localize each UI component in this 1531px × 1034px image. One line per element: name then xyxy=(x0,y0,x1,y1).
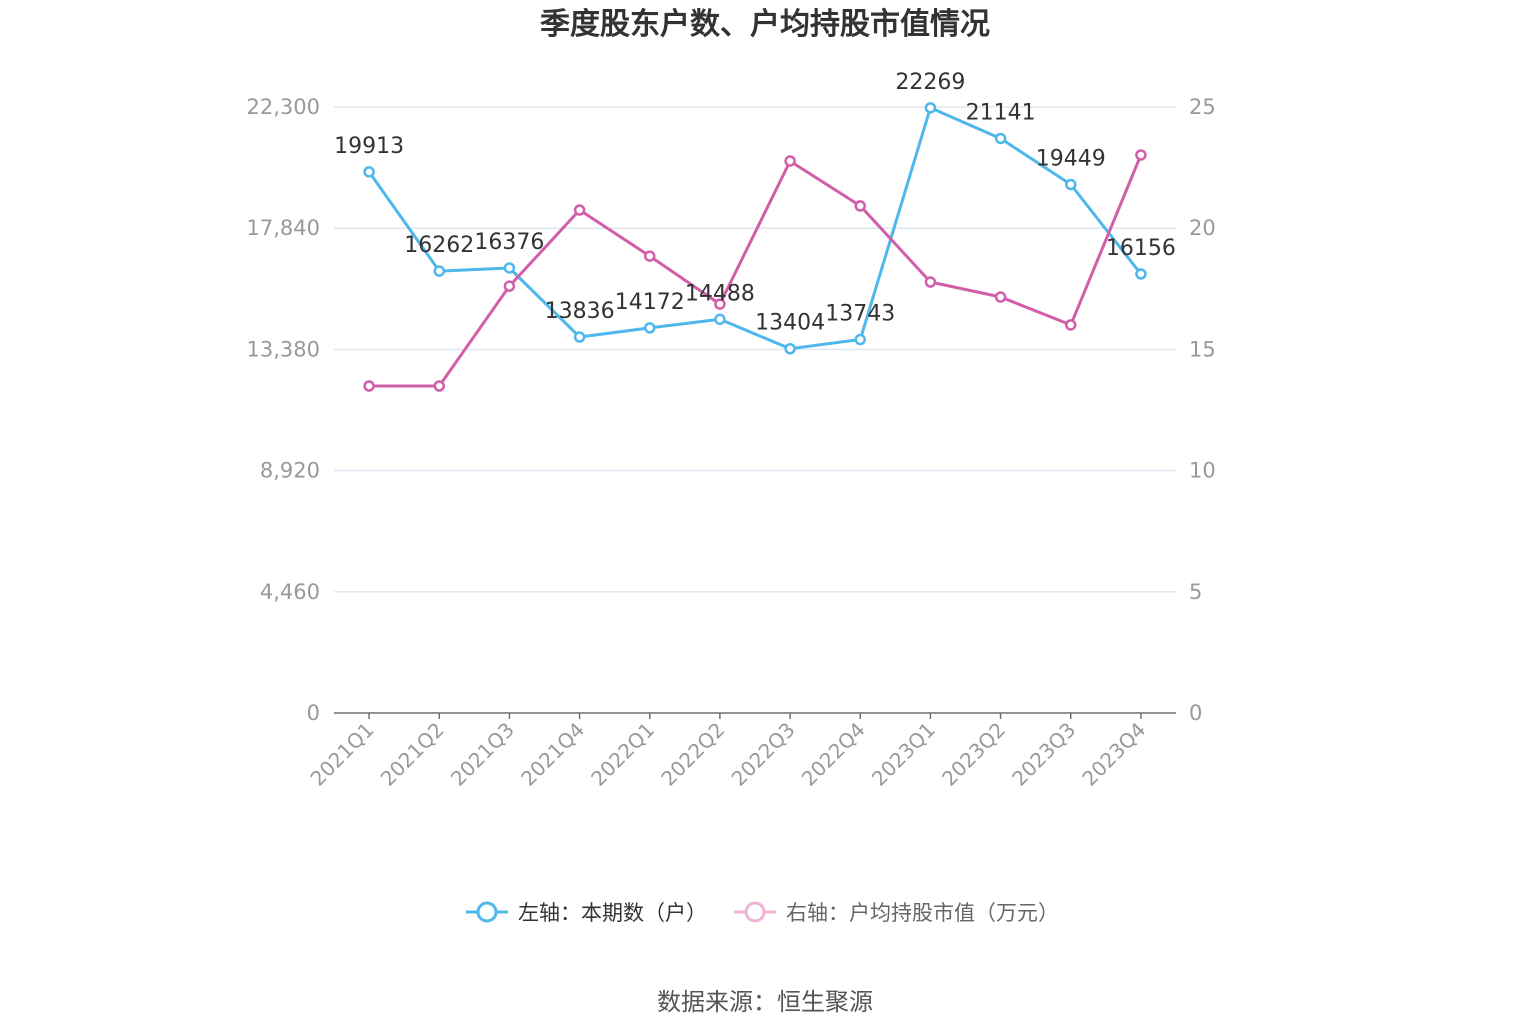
data-point xyxy=(1135,268,1147,280)
y-right-tick-label: 15 xyxy=(1189,337,1216,361)
data-point xyxy=(573,204,586,216)
legend-item-avg-holding-value[interactable]: 右轴：户均持股市值（万元） xyxy=(734,901,1059,925)
data-point xyxy=(994,132,1007,145)
data-point xyxy=(714,313,726,326)
data-point xyxy=(644,322,656,334)
x-tick-label: 2022Q1 xyxy=(586,718,659,791)
data-point xyxy=(573,331,586,343)
legend-label-shareholders: 左轴：本期数（户） xyxy=(518,901,707,925)
series-line-0 xyxy=(367,106,1143,351)
data-point xyxy=(714,298,726,310)
data-point xyxy=(503,262,516,274)
y-left-tick-label: 4,460 xyxy=(260,580,320,604)
x-tick-label: 2022Q2 xyxy=(656,718,729,791)
x-tick-label: 2023Q4 xyxy=(1077,718,1150,791)
chart-title: 季度股东户数、户均持股市值情况 xyxy=(540,7,990,42)
data-point xyxy=(854,333,866,346)
y-left-tick-label: 0 xyxy=(307,701,320,725)
legend-label-avg-holding-value: 右轴：户均持股市值（万元） xyxy=(786,901,1059,925)
data-point xyxy=(784,342,796,355)
data-label: 21141 xyxy=(966,100,1036,125)
data-points xyxy=(363,102,1147,392)
series-line-1 xyxy=(369,154,1143,388)
plot-area xyxy=(367,106,1143,388)
y-right-tick-label: 10 xyxy=(1189,459,1216,483)
data-point xyxy=(784,155,796,167)
data-point xyxy=(1065,178,1077,191)
data-point xyxy=(994,291,1007,303)
data-point xyxy=(924,276,937,288)
data-point xyxy=(433,265,445,277)
y-right-tick-label: 20 xyxy=(1189,216,1216,240)
y-left-tick-label: 22,300 xyxy=(247,95,320,119)
axes: 0 4,460 8,920 13,380 17,840 22,300 0 5 10 15 20 25 2… xyxy=(247,95,1216,791)
x-tick-label: 2023Q3 xyxy=(1007,718,1080,791)
x-tick-label: 2022Q3 xyxy=(727,718,800,791)
data-label: 13743 xyxy=(825,302,895,327)
legend: 左轴：本期数（户） 右轴：户均持股市值（万元） xyxy=(466,901,1059,925)
legend-circle-icon xyxy=(476,901,498,923)
y-left-tick-label: 13,380 xyxy=(247,337,320,361)
data-point xyxy=(854,200,866,212)
data-label: 16156 xyxy=(1106,236,1176,261)
y-right-tick-label: 5 xyxy=(1189,580,1202,604)
data-point xyxy=(363,166,375,178)
data-label: 22269 xyxy=(895,70,965,95)
data-label: 16262 xyxy=(404,233,474,258)
y-left-tick-label: 8,920 xyxy=(260,459,320,483)
data-point xyxy=(1135,149,1147,161)
data-source: 数据来源：恒生聚源 xyxy=(657,988,873,1016)
grid-lines xyxy=(334,106,1176,593)
data-point xyxy=(363,380,375,392)
x-tick-label: 2021Q2 xyxy=(376,718,449,791)
legend-circle-icon xyxy=(744,901,766,923)
x-tick-label: 2022Q4 xyxy=(797,718,870,791)
legend-item-shareholders[interactable]: 左轴：本期数（户） xyxy=(466,901,707,925)
x-tick-label: 2021Q1 xyxy=(306,718,379,791)
data-label: 13404 xyxy=(755,311,825,336)
x-tick-label: 2021Q4 xyxy=(516,718,589,791)
data-point xyxy=(503,280,516,292)
data-label: 16376 xyxy=(474,230,544,255)
y-right-tick-label: 25 xyxy=(1189,95,1216,119)
y-right-tick-label: 0 xyxy=(1189,701,1202,725)
data-point xyxy=(433,380,445,392)
data-label: 14488 xyxy=(685,281,755,306)
data-label: 19449 xyxy=(1036,146,1106,171)
data-label: 14172 xyxy=(615,290,685,315)
data-point xyxy=(924,102,937,114)
x-tick-label: 2023Q1 xyxy=(867,718,940,791)
data-point xyxy=(644,250,656,262)
data-label: 19913 xyxy=(334,134,404,159)
y-left-tick-label: 17,840 xyxy=(247,216,320,240)
x-tick-label: 2021Q3 xyxy=(446,718,519,791)
x-tick-label: 2023Q2 xyxy=(937,718,1010,791)
data-point xyxy=(1065,319,1077,331)
data-label: 13836 xyxy=(545,299,615,324)
